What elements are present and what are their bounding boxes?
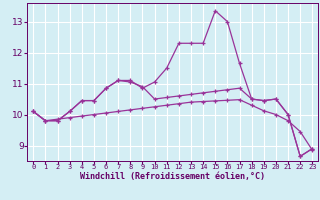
- X-axis label: Windchill (Refroidissement éolien,°C): Windchill (Refroidissement éolien,°C): [80, 172, 265, 181]
